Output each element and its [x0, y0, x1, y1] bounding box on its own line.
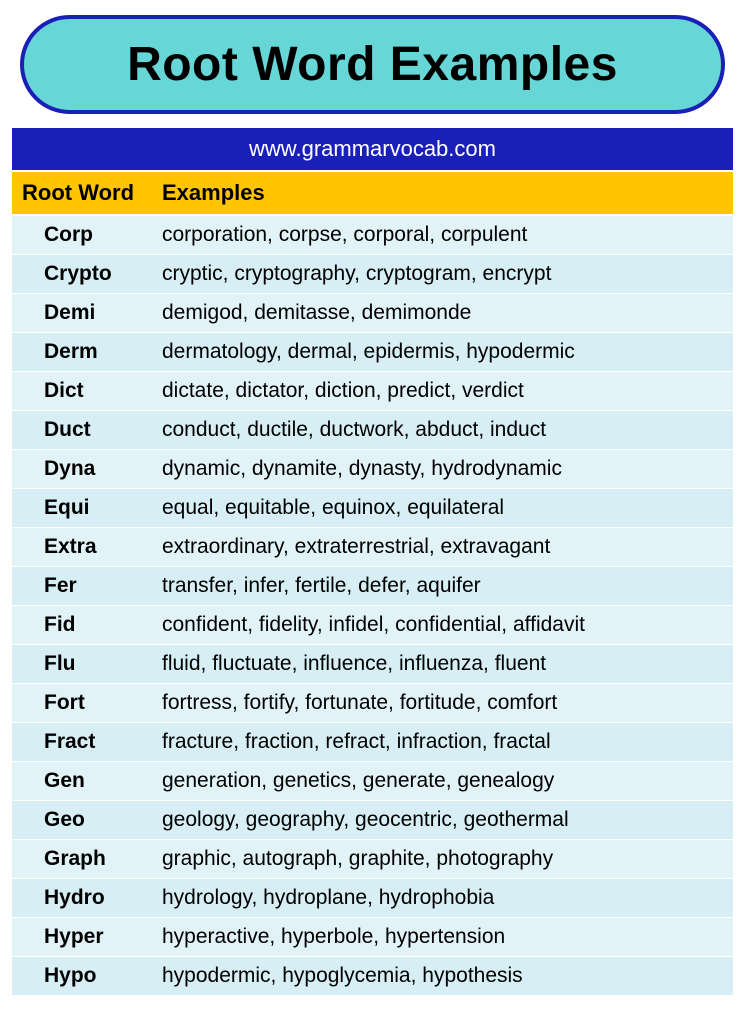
root-word-cell: Fract: [12, 723, 152, 762]
table-row: Gengeneration, genetics, generate, genea…: [12, 762, 733, 801]
table-row: Equiequal, equitable, equinox, equilater…: [12, 489, 733, 528]
table-header-row: Root Word Examples: [12, 172, 733, 215]
root-word-cell: Hydro: [12, 879, 152, 918]
root-word-cell: Dyna: [12, 450, 152, 489]
root-word-cell: Equi: [12, 489, 152, 528]
root-word-cell: Demi: [12, 294, 152, 333]
examples-cell: dictate, dictator, diction, predict, ver…: [152, 372, 733, 411]
table-row: Dictdictate, dictator, diction, predict,…: [12, 372, 733, 411]
table-row: Hydrohydrology, hydroplane, hydrophobia: [12, 879, 733, 918]
examples-cell: confident, fidelity, infidel, confidenti…: [152, 606, 733, 645]
examples-cell: hydrology, hydroplane, hydrophobia: [152, 879, 733, 918]
table-body: Corpcorporation, corpse, corporal, corpu…: [12, 215, 733, 996]
table-row: Dermdermatology, dermal, epidermis, hypo…: [12, 333, 733, 372]
examples-cell: fracture, fraction, refract, infraction,…: [152, 723, 733, 762]
table-row: Ductconduct, ductile, ductwork, abduct, …: [12, 411, 733, 450]
root-word-cell: Derm: [12, 333, 152, 372]
table-row: Flufluid, fluctuate, influence, influenz…: [12, 645, 733, 684]
root-word-cell: Flu: [12, 645, 152, 684]
examples-cell: demigod, demitasse, demimonde: [152, 294, 733, 333]
examples-cell: dynamic, dynamite, dynasty, hydrodynamic: [152, 450, 733, 489]
examples-cell: graphic, autograph, graphite, photograph…: [152, 840, 733, 879]
examples-cell: geology, geography, geocentric, geotherm…: [152, 801, 733, 840]
root-word-cell: Duct: [12, 411, 152, 450]
table-row: Extraextraordinary, extraterrestrial, ex…: [12, 528, 733, 567]
table-row: Cryptocryptic, cryptography, cryptogram,…: [12, 255, 733, 294]
table-row: Fortfortress, fortify, fortunate, fortit…: [12, 684, 733, 723]
table-row: Demidemigod, demitasse, demimonde: [12, 294, 733, 333]
root-word-cell: Gen: [12, 762, 152, 801]
table-row: Fidconfident, fidelity, infidel, confide…: [12, 606, 733, 645]
table-row: Hyperhyperactive, hyperbole, hypertensio…: [12, 918, 733, 957]
examples-cell: cryptic, cryptography, cryptogram, encry…: [152, 255, 733, 294]
root-word-cell: Crypto: [12, 255, 152, 294]
table-row: Geogeology, geography, geocentric, geoth…: [12, 801, 733, 840]
root-word-cell: Fort: [12, 684, 152, 723]
examples-cell: fortress, fortify, fortunate, fortitude,…: [152, 684, 733, 723]
examples-cell: dermatology, dermal, epidermis, hypoderm…: [152, 333, 733, 372]
col-header-examples: Examples: [152, 172, 733, 215]
examples-cell: equal, equitable, equinox, equilateral: [152, 489, 733, 528]
table-row: Fractfracture, fraction, refract, infrac…: [12, 723, 733, 762]
root-word-table: Root Word Examples Corpcorporation, corp…: [12, 172, 733, 996]
page-title: Root Word Examples: [44, 37, 701, 92]
examples-cell: generation, genetics, generate, genealog…: [152, 762, 733, 801]
root-word-cell: Extra: [12, 528, 152, 567]
url-text: www.grammarvocab.com: [249, 136, 496, 161]
title-pill: Root Word Examples: [20, 15, 725, 114]
root-word-cell: Dict: [12, 372, 152, 411]
root-word-cell: Hypo: [12, 957, 152, 996]
root-word-cell: Fid: [12, 606, 152, 645]
examples-cell: fluid, fluctuate, influence, influenza, …: [152, 645, 733, 684]
table-row: Corpcorporation, corpse, corporal, corpu…: [12, 215, 733, 255]
examples-cell: corporation, corpse, corporal, corpulent: [152, 215, 733, 255]
page-container: Root Word Examples www.grammarvocab.com …: [0, 0, 745, 996]
examples-cell: extraordinary, extraterrestrial, extrava…: [152, 528, 733, 567]
table-row: Dynadynamic, dynamite, dynasty, hydrodyn…: [12, 450, 733, 489]
examples-cell: hyperactive, hyperbole, hypertension: [152, 918, 733, 957]
examples-cell: conduct, ductile, ductwork, abduct, indu…: [152, 411, 733, 450]
table-row: Graphgraphic, autograph, graphite, photo…: [12, 840, 733, 879]
col-header-root: Root Word: [12, 172, 152, 215]
examples-cell: hypodermic, hypoglycemia, hypothesis: [152, 957, 733, 996]
root-word-cell: Graph: [12, 840, 152, 879]
url-bar: www.grammarvocab.com: [12, 128, 733, 170]
root-word-cell: Fer: [12, 567, 152, 606]
root-word-cell: Geo: [12, 801, 152, 840]
root-word-cell: Hyper: [12, 918, 152, 957]
table-row: Fertransfer, infer, fertile, defer, aqui…: [12, 567, 733, 606]
examples-cell: transfer, infer, fertile, defer, aquifer: [152, 567, 733, 606]
root-word-cell: Corp: [12, 215, 152, 255]
table-row: Hypohypodermic, hypoglycemia, hypothesis: [12, 957, 733, 996]
